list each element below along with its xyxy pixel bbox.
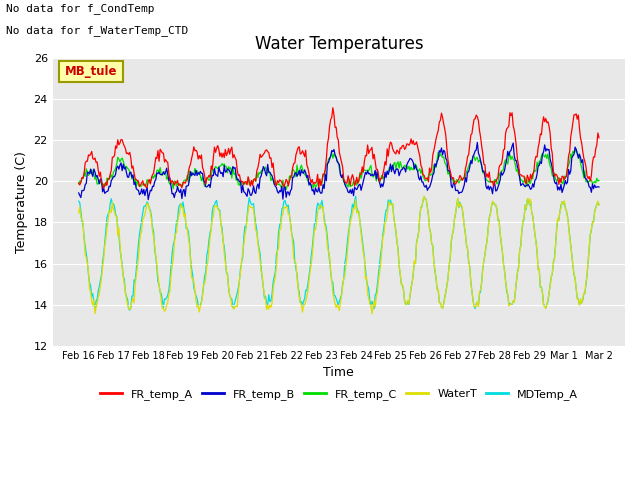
Y-axis label: Temperature (C): Temperature (C): [15, 151, 28, 253]
Legend: FR_temp_A, FR_temp_B, FR_temp_C, WaterT, MDTemp_A: FR_temp_A, FR_temp_B, FR_temp_C, WaterT,…: [95, 384, 582, 404]
Text: MB_tule: MB_tule: [65, 65, 117, 78]
Title: Water Temperatures: Water Temperatures: [255, 35, 423, 53]
Text: No data for f_WaterTemp_CTD: No data for f_WaterTemp_CTD: [6, 25, 189, 36]
Text: No data for f_CondTemp: No data for f_CondTemp: [6, 3, 155, 14]
X-axis label: Time: Time: [323, 366, 354, 380]
